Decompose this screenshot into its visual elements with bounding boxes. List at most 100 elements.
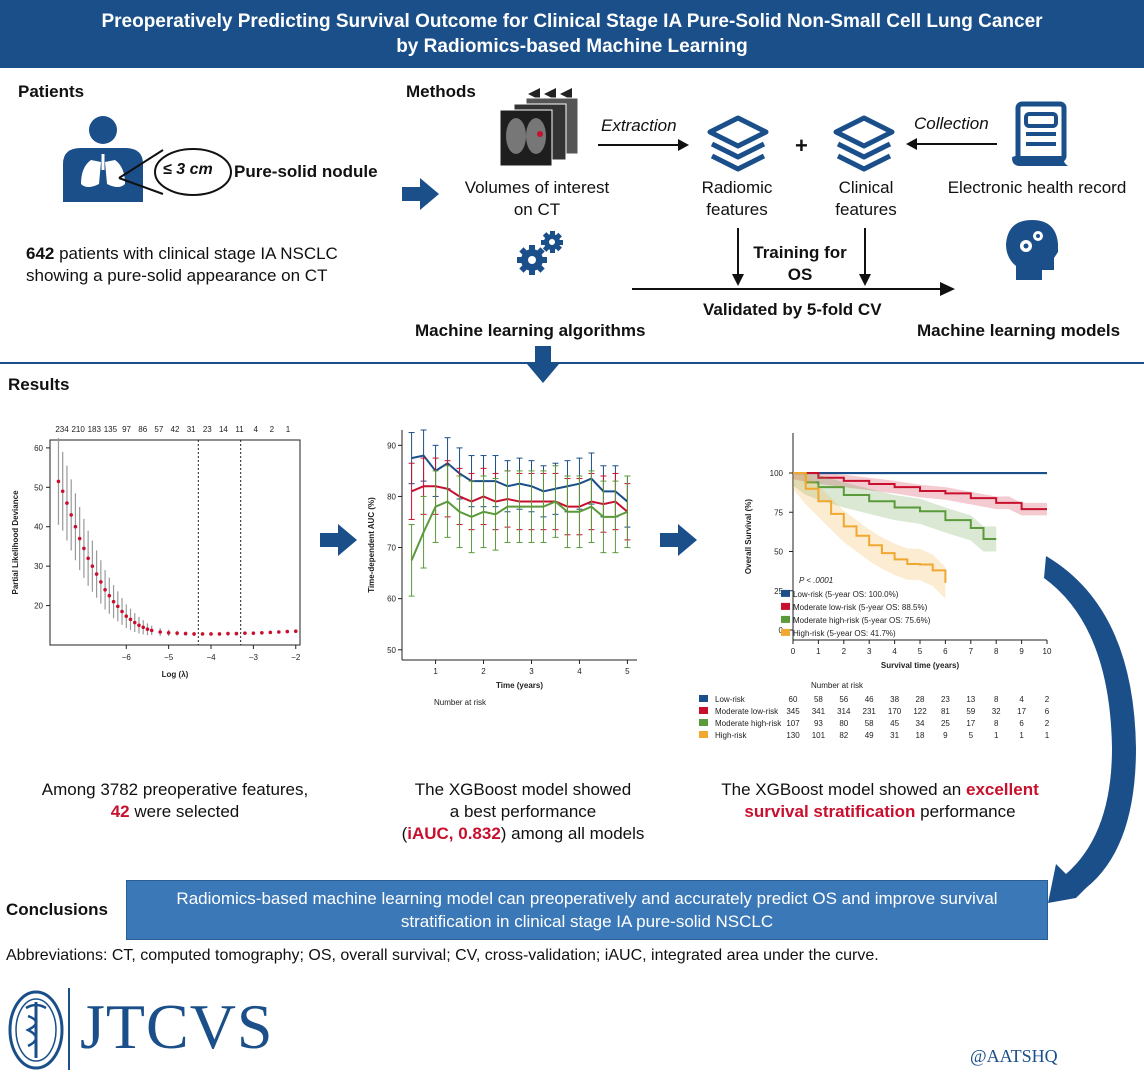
voi-line1: Volumes of interest — [464, 178, 610, 197]
risk-value: 80 — [839, 719, 848, 728]
top-tick-label: 97 — [122, 425, 131, 434]
lasso-caption-number: 42 — [110, 802, 130, 821]
y-tick-label: 50 — [34, 483, 43, 492]
x-tick-label: 5 — [918, 647, 923, 656]
y-tick-label: 75 — [774, 508, 783, 517]
lungs-person-icon — [63, 116, 232, 202]
top-tick-label: 1 — [286, 425, 291, 434]
risk-value: 58 — [865, 719, 874, 728]
km-caption-pre: The XGBoost model showed an — [721, 780, 966, 799]
p-value: P < .0001 — [799, 576, 833, 585]
risk-value: 314 — [837, 707, 851, 716]
risk-value: 31 — [890, 731, 899, 740]
survival-curve — [793, 472, 947, 583]
risk-value: 49 — [865, 731, 874, 740]
risk-value: 23 — [941, 695, 950, 704]
x-tick-label: 10 — [1043, 647, 1052, 656]
top-tick-label: 4 — [253, 425, 258, 434]
deviance-point — [243, 631, 247, 635]
training-arrow — [632, 282, 955, 296]
top-tick-label: 14 — [219, 425, 228, 434]
deviance-point — [234, 631, 239, 636]
deviance-point — [277, 630, 281, 634]
risk-group-label: Moderate low-risk — [715, 707, 779, 716]
risk-group-label: Low-risk — [715, 695, 746, 704]
risk-value: 4 — [1019, 695, 1024, 704]
patients-desc-line2: showing a pure-solid appearance on CT — [26, 266, 328, 285]
voi-label: Volumes of interest on CT — [452, 177, 622, 221]
deviance-point — [217, 632, 222, 636]
lasso-caption-line1: Among 3782 preoperative features, — [41, 780, 309, 799]
risk-value: 60 — [789, 695, 798, 704]
risk-value: 59 — [966, 707, 975, 716]
x-tick-label: 8 — [994, 647, 999, 656]
risk-swatch — [699, 719, 708, 726]
x-tick-label: 9 — [1019, 647, 1024, 656]
deviance-point — [145, 627, 150, 632]
risk-value: 25 — [941, 719, 950, 728]
deviance-point — [149, 628, 154, 633]
legend-swatch — [781, 602, 790, 610]
risk-value: 130 — [786, 731, 800, 740]
legend-label: Low-risk (5-year OS: 100.0%) — [793, 590, 899, 599]
auc-caption-line2: a best performance — [449, 802, 597, 821]
deviance-point — [115, 604, 120, 609]
risk-value: 122 — [913, 707, 927, 716]
risk-swatch — [699, 707, 708, 714]
social-handle: @AATSHQ — [970, 1046, 1058, 1066]
deviance-point — [200, 632, 205, 636]
training-line2: OS — [787, 265, 813, 284]
caduceus-seal-icon — [8, 990, 64, 1070]
deviance-point — [77, 536, 82, 541]
risk-value: 2 — [1045, 719, 1050, 728]
legend-swatch — [781, 589, 790, 597]
risk-table-label: Number at risk — [434, 698, 487, 705]
x-tick-label: 0 — [791, 647, 796, 656]
plus-sign: + — [795, 133, 808, 158]
risk-value: 38 — [890, 695, 899, 704]
patients-description: 642 patients with clinical stage IA NSCL… — [26, 243, 338, 287]
deviance-point — [137, 623, 141, 628]
deviance-point — [260, 630, 264, 635]
deviance-point — [175, 631, 179, 635]
risk-value: 101 — [812, 731, 826, 740]
methods-heading: Methods — [406, 82, 476, 101]
deviance-point — [192, 632, 196, 636]
risk-value: 32 — [992, 707, 1001, 716]
deviance-point — [158, 630, 162, 634]
abbreviations: Abbreviations: CT, computed tomography; … — [6, 947, 879, 964]
x-tick-label: 1 — [816, 647, 821, 656]
radiomic-down-arrow — [732, 228, 744, 286]
deviance-point — [268, 630, 273, 635]
risk-value: 13 — [966, 695, 975, 704]
top-tick-label: 86 — [138, 425, 147, 434]
x-tick-label: 6 — [943, 647, 948, 656]
deviance-point — [111, 599, 116, 604]
journal-logo: JTCVS — [80, 991, 274, 1062]
deviance-point — [69, 513, 73, 517]
y-tick-label: 100 — [770, 469, 784, 478]
lasso-deviance-chart: 234 210 183 135 97 86 57 42 31 23 14 11 4 2 1−6 −5 −4 −3−… — [11, 425, 301, 679]
km-caption-highlight-1: excellent — [965, 780, 1039, 799]
top-tick-label: 2 — [270, 425, 275, 434]
ml-algorithms-label: Machine learning algorithms — [415, 321, 646, 340]
stacked-layers-icon — [833, 115, 895, 172]
voi-line2: on CT — [513, 200, 561, 219]
time-dependent-auc-chart: 50 60 70 80 90 1 2 3 4 5 Time (years) Time-dependen… — [367, 429, 637, 705]
stacked-layers-icon — [707, 115, 769, 172]
radiomic-line2: features — [706, 200, 768, 219]
top-tick-label: 57 — [154, 425, 163, 434]
top-tick-label: 135 — [104, 425, 118, 434]
top-tick-label: 42 — [171, 425, 180, 434]
x-tick-label: −3 — [249, 653, 259, 662]
risk-group-label: High-risk — [715, 731, 748, 740]
x-tick-label: 1 — [433, 667, 438, 676]
legend-label: High-risk (5-year OS: 41.7%) — [793, 629, 896, 638]
ml-models-label: Machine learning models — [917, 321, 1121, 340]
risk-value: 9 — [943, 731, 948, 740]
risk-value: 17 — [966, 719, 975, 728]
radiomic-features-label: Radiomic features — [677, 177, 797, 221]
auc-caption: The XGBoost model showed a best performa… — [368, 779, 678, 845]
clinical-line2: features — [835, 200, 897, 219]
x-tick-label: 4 — [577, 667, 582, 676]
